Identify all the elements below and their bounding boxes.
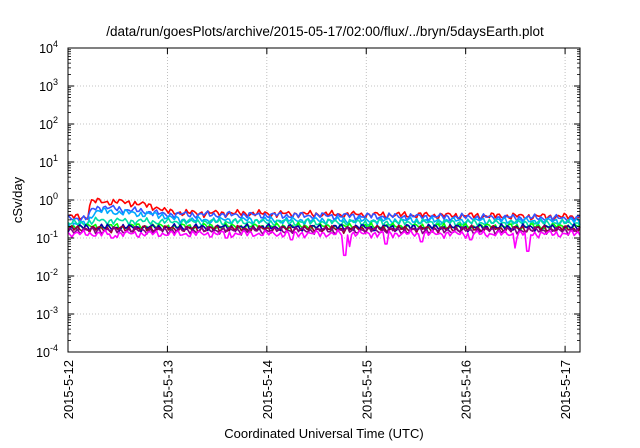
y-tick-labels: 10-4 10-3 10-2 10-1 100 101 102 103 104 [36, 39, 58, 360]
chart-title: /data/run/goesPlots/archive/2015-05-17/0… [106, 24, 544, 39]
y-tick-label: 102 [39, 115, 58, 132]
y-axis-label: cSv/day [10, 176, 25, 223]
x-tick-label: 2015-5-12 [61, 360, 76, 419]
y-tick-label: 10-2 [36, 267, 58, 284]
x-tick-label: 2015-5-16 [459, 360, 474, 419]
series-line [67, 225, 581, 236]
x-tick-labels: 2015-5-12 2015-5-13 2015-5-14 2015-5-15 2015… [61, 360, 573, 419]
grid [68, 48, 580, 352]
series-line [67, 224, 581, 235]
x-tick-label: 2015-5-14 [260, 360, 275, 419]
x-tick-label: 2015-5-13 [160, 360, 175, 419]
x-axis-label: Coordinated Universal Time (UTC) [224, 426, 423, 441]
series-line [67, 216, 581, 229]
y-tick-label: 10-4 [36, 343, 58, 360]
series-group [67, 197, 581, 257]
y-tick-label: 100 [39, 191, 58, 208]
x-tick-label: 2015-5-17 [558, 360, 573, 419]
y-tick-label: 10-3 [36, 305, 58, 322]
ticks [67, 47, 580, 353]
series-line [67, 229, 581, 257]
x-tick-label: 2015-5-15 [359, 360, 374, 419]
y-tick-label: 104 [39, 39, 58, 56]
y-tick-label: 103 [39, 77, 58, 94]
y-tick-label: 10-1 [36, 229, 58, 246]
y-tick-label: 101 [39, 153, 58, 170]
